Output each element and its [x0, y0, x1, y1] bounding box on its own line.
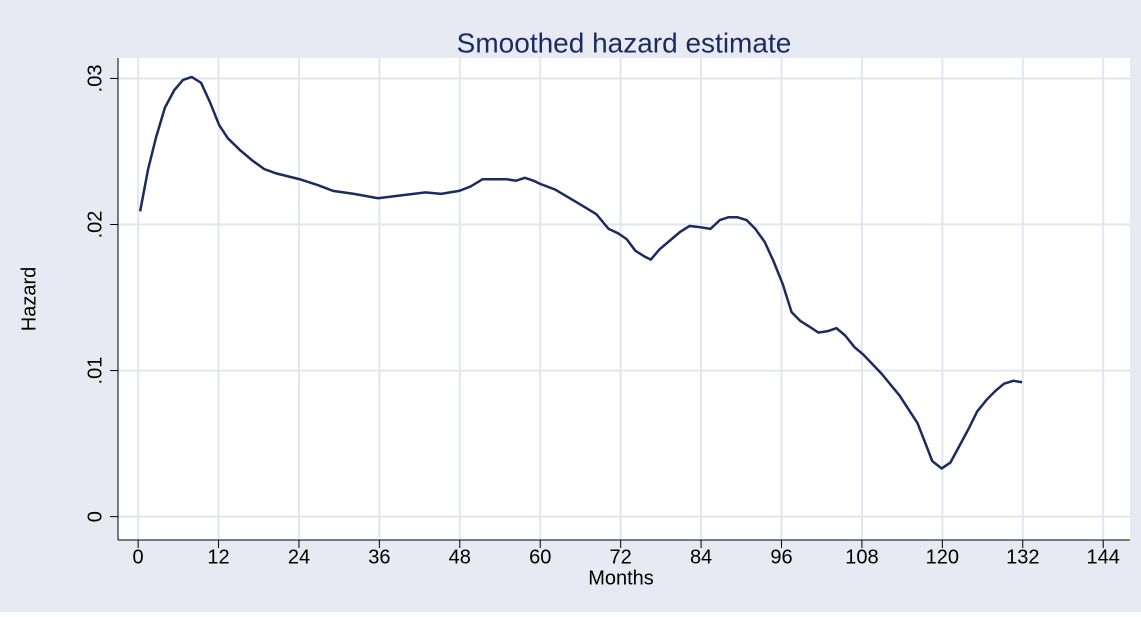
y-axis-label: Hazard [18, 267, 40, 331]
x-tick-label: 0 [133, 546, 144, 568]
y-tick-label: .03 [84, 65, 106, 93]
chart-title: Smoothed hazard estimate [457, 27, 792, 58]
x-tick-label: 36 [368, 546, 390, 568]
x-tick-label: 24 [288, 546, 310, 568]
x-tick-label: 12 [207, 546, 229, 568]
x-tick-label: 108 [845, 546, 878, 568]
x-tick-label: 60 [529, 546, 551, 568]
x-tick-label: 144 [1087, 546, 1120, 568]
x-tick-label: 84 [690, 546, 712, 568]
x-tick-label: 96 [770, 546, 792, 568]
y-tick-label: 0 [84, 511, 106, 522]
plot-area [118, 58, 1130, 540]
x-tick-label: 48 [449, 546, 471, 568]
x-axis-label: Months [588, 567, 654, 589]
x-tick-label: 72 [610, 546, 632, 568]
x-tick-label: 132 [1006, 546, 1039, 568]
x-tick-label: 120 [926, 546, 959, 568]
y-tick-label: .02 [84, 211, 106, 239]
y-tick-label: .01 [84, 357, 106, 385]
line-series [138, 75, 1023, 470]
